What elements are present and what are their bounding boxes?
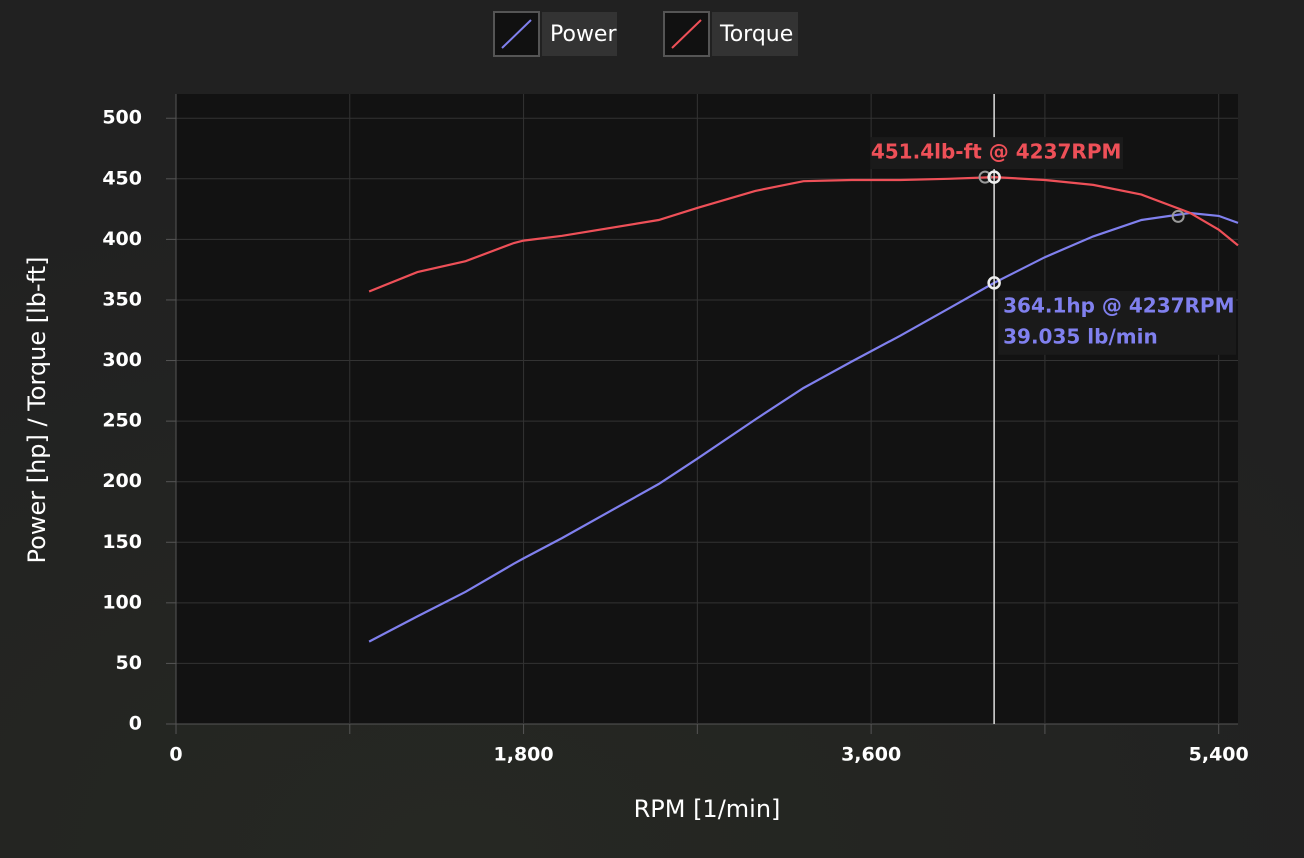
torque-annotation: 451.4lb-ft @ 4237RPM <box>871 140 1122 164</box>
annotation-bg <box>998 290 1237 355</box>
y-tick-label: 500 <box>102 107 142 129</box>
x-tick-label: 3,600 <box>841 744 901 766</box>
series-line <box>368 211 1239 643</box>
series-line <box>368 175 1239 293</box>
legend-label: Torque <box>719 22 793 47</box>
y-tick-label: 200 <box>102 470 142 492</box>
y-tick-label: 350 <box>102 288 142 310</box>
y-axis-label: Power [hp] / Torque [lb-ft] <box>23 257 51 564</box>
y-tick-label: 250 <box>102 410 142 432</box>
y-tick-label: 50 <box>116 652 142 674</box>
y-tick-label: 0 <box>129 713 142 735</box>
grid: 0 50 100 150 200 250 300 350 400 450 500 0 1,800 3,60… <box>102 94 1249 766</box>
y-tick-label: 400 <box>102 228 142 250</box>
cursor-marker <box>987 276 1001 290</box>
x-axis-label: RPM [1/min] <box>634 795 781 823</box>
peak-marker <box>978 170 992 184</box>
legend-swatch <box>671 19 702 49</box>
y-tick-label: 450 <box>102 167 142 189</box>
legend-label-bg <box>542 12 617 56</box>
plot-area <box>176 94 1238 724</box>
lines: 451.4lb-ft @ 4237RPM 364.1hp @ 4237RPM 39.… <box>368 94 1239 724</box>
flow-annotation: 39.035 lb/min <box>1003 324 1158 348</box>
x-tick-label: 5,400 <box>1189 744 1249 766</box>
legend-swatch <box>501 19 532 49</box>
x-tick-label: 0 <box>169 744 182 766</box>
y-tick-label: 300 <box>102 349 142 371</box>
legend-label: Power <box>550 22 617 47</box>
y-tick-label: 150 <box>102 531 142 553</box>
annotation-bg <box>870 137 1124 170</box>
power-annotation: 364.1hp @ 4237RPM <box>1003 293 1234 317</box>
peak-marker <box>1171 209 1185 223</box>
legend: Power Torque <box>493 11 798 57</box>
x-tick-label: 1,800 <box>494 744 554 766</box>
legend-label-bg <box>712 12 798 56</box>
cursor-marker <box>987 170 1001 184</box>
y-tick-label: 100 <box>102 591 142 613</box>
